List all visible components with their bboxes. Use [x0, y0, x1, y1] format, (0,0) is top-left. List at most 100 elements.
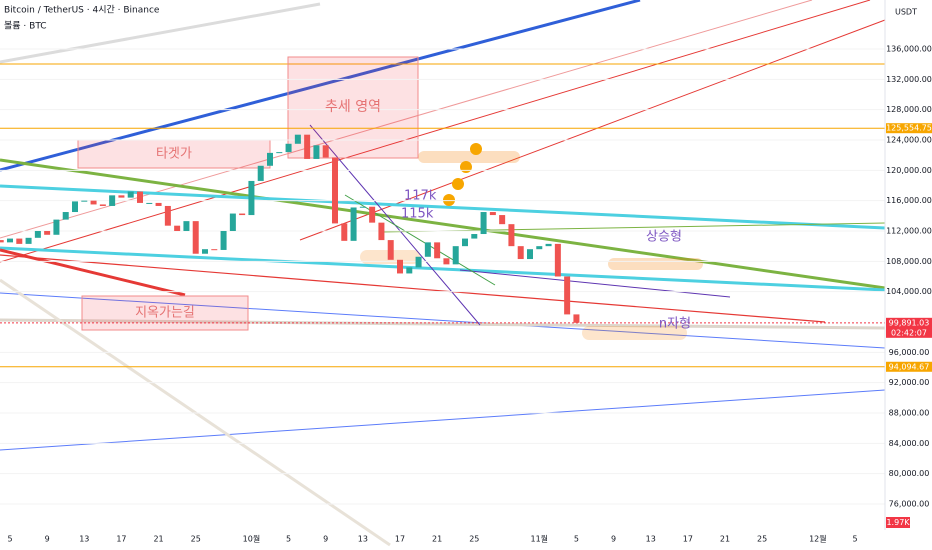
candle [25, 237, 32, 244]
candle [174, 225, 181, 231]
x-tick-label: 13 [646, 535, 656, 544]
x-tick-label: 21 [432, 535, 442, 544]
candle [397, 259, 403, 274]
price-label-box [886, 317, 932, 338]
candle [471, 234, 478, 239]
candle [545, 243, 552, 247]
candle [424, 242, 431, 257]
candle [369, 206, 376, 223]
candle [7, 238, 13, 243]
price-label: 99,891.03 [889, 318, 930, 327]
candle [248, 180, 255, 216]
drawings [0, 0, 886, 547]
candle [527, 249, 533, 260]
candle [146, 202, 153, 204]
x-tick-label: 5 [7, 535, 12, 544]
candle [434, 242, 441, 259]
candle [322, 145, 329, 158]
candle [294, 134, 301, 144]
candle [443, 258, 450, 265]
candle [499, 215, 506, 225]
candle [341, 223, 348, 241]
x-tick-label: 5 [852, 535, 857, 544]
x-tick-label: 17 [683, 535, 693, 544]
y-tick-label: 96,000.00 [889, 348, 930, 357]
x-tick-label: 25 [757, 535, 767, 544]
candle [267, 152, 273, 166]
candle [276, 152, 283, 154]
candle [257, 165, 264, 181]
x-tick-label: 9 [323, 535, 328, 544]
candle [99, 204, 106, 206]
candle [155, 202, 162, 206]
y-tick-label: 112,000.00 [886, 226, 932, 235]
candle [16, 238, 23, 244]
candle [536, 246, 543, 250]
candle [406, 267, 413, 274]
candle [0, 240, 4, 243]
y-tick-label: 124,000.00 [886, 135, 932, 144]
candle [378, 222, 385, 241]
candle [62, 212, 69, 220]
x-tick-label: 10월 [243, 534, 261, 544]
y-tick-label: 132,000.00 [886, 75, 932, 84]
candle [127, 191, 134, 198]
x-tick-label: 13 [79, 535, 89, 544]
candle [304, 134, 311, 159]
candle [387, 240, 394, 260]
y-tick-label: 80,000.00 [889, 469, 930, 478]
x-tick-label: 21 [720, 535, 730, 544]
price-label-box [886, 123, 932, 134]
y-tick-label: 76,000.00 [889, 499, 930, 508]
y-tick-label: 136,000.00 [886, 44, 932, 53]
x-tick-label: 5 [574, 535, 579, 544]
price-label: 125,554.75 [886, 124, 932, 133]
volume-label: 1.97K [886, 518, 910, 527]
x-tick-label: 25 [191, 535, 201, 544]
countdown: 02:42:07 [891, 328, 927, 337]
candle [239, 213, 246, 216]
x-tick-label: 25 [469, 535, 479, 544]
candle [183, 221, 190, 231]
annotation: 타겟가 [156, 147, 192, 162]
candle [517, 246, 524, 260]
x-tick-label: 12월 [809, 534, 827, 544]
candle [313, 145, 320, 159]
y-tick-label: 128,000.00 [886, 105, 932, 114]
x-tick-label: 17 [116, 535, 126, 544]
price-label: 94,094.67 [889, 362, 930, 371]
candle [44, 230, 51, 235]
candle [72, 201, 78, 213]
candle [211, 249, 218, 251]
chart-subtitle: 볼륨 · BTC [4, 21, 47, 32]
candle [564, 276, 571, 315]
annotation: 지옥가는길 [135, 306, 195, 321]
annotation: n자형 [659, 317, 691, 332]
candle [508, 224, 515, 247]
x-tick-label: 13 [358, 535, 368, 544]
candle [462, 238, 468, 247]
candle [109, 195, 116, 206]
annotation: 115k [401, 207, 434, 222]
candle [81, 200, 88, 202]
y-tick-label: 88,000.00 [889, 408, 930, 417]
x-tick-label: 11월 [531, 534, 549, 544]
candle [573, 314, 580, 323]
currency: USDT [895, 8, 917, 17]
candle [53, 219, 60, 235]
candle [202, 249, 208, 254]
candle [489, 212, 496, 216]
y-tick-label: 108,000.00 [886, 257, 932, 266]
annotation: 상승형 [646, 230, 682, 245]
candle [34, 230, 41, 238]
volume-label-box [886, 517, 910, 528]
price-axis: USDT 76,000.00 80,000.00 84,000.00 88,000.0… [884, 0, 932, 550]
x-tick-label: 5 [286, 535, 291, 544]
candle [229, 213, 236, 231]
candle [90, 200, 97, 205]
y-tick-label: 104,000.00 [886, 287, 932, 296]
x-tick-label: 21 [153, 535, 163, 544]
annotation: 117k [404, 189, 437, 204]
